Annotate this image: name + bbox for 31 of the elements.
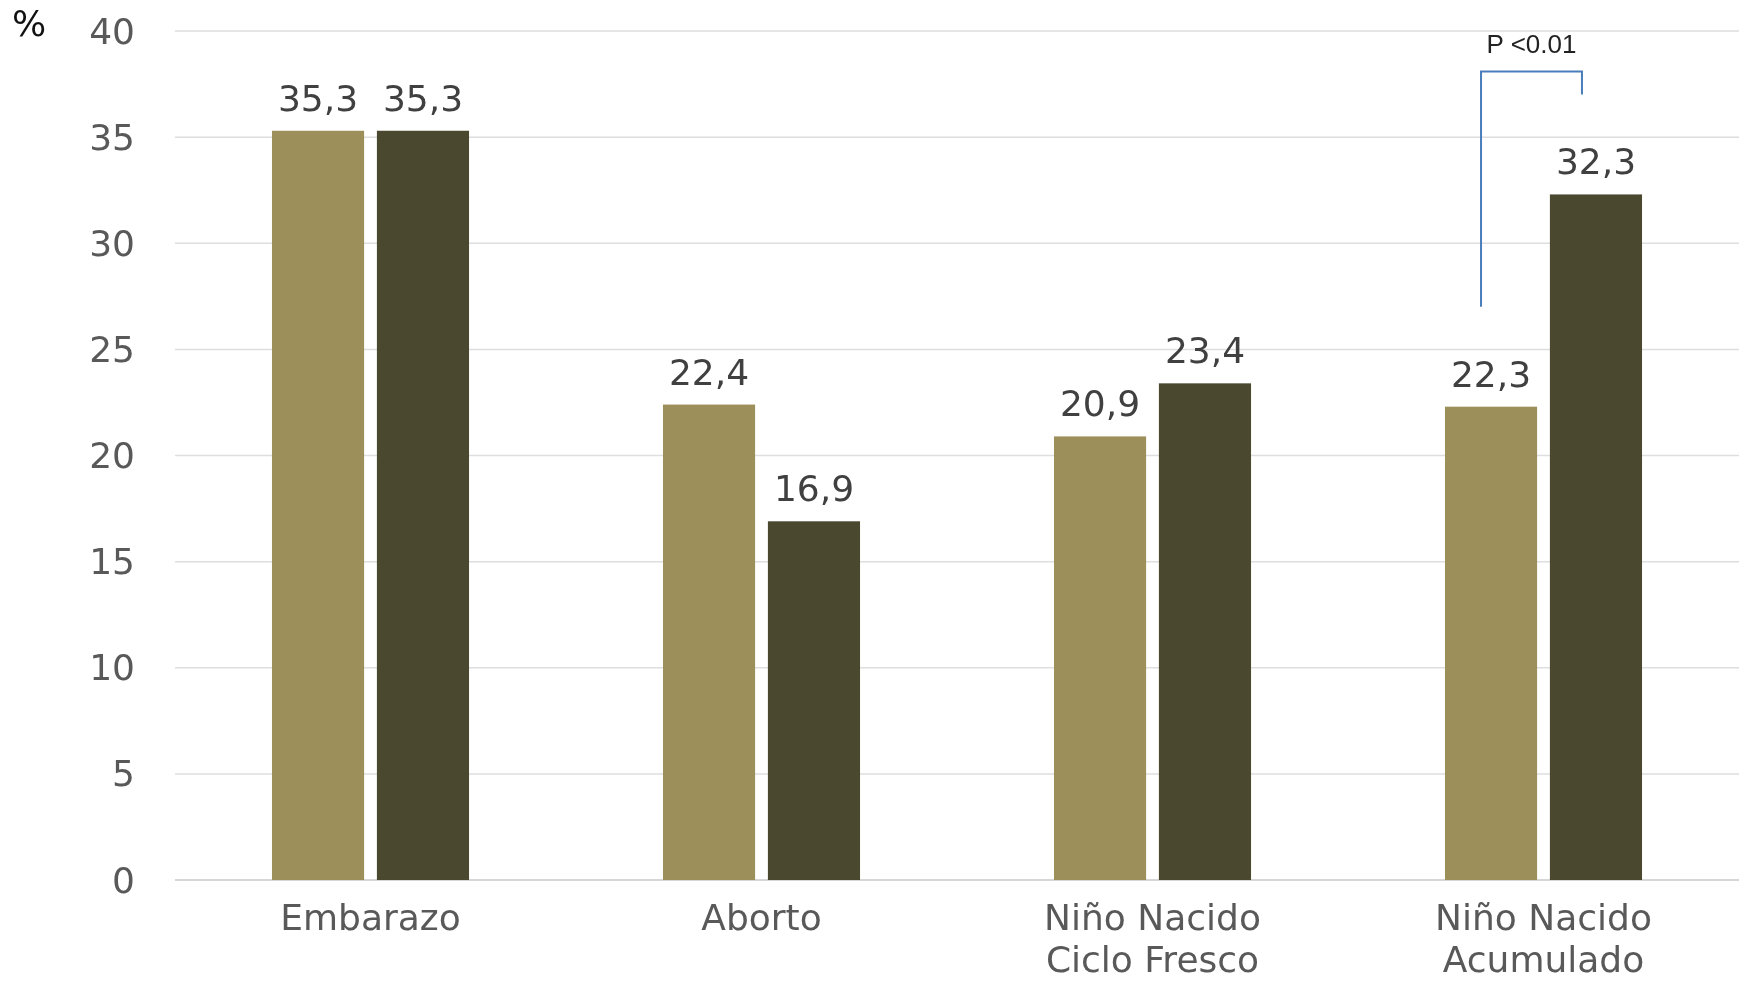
bar — [662, 404, 756, 880]
y-tick-label: 35 — [89, 116, 135, 158]
x-tick-label: Niño Nacido Acumulado — [1435, 897, 1652, 980]
y-tick-label: 15 — [89, 541, 135, 583]
data-label: 20,9 — [1059, 383, 1141, 425]
y-tick-label: 40 — [89, 10, 135, 52]
y-tick-label: 10 — [89, 647, 135, 689]
bar — [1444, 406, 1538, 880]
annotation: P <0.01 — [1486, 29, 1577, 60]
y-tick-label: 0 — [112, 859, 135, 901]
y-tick-label: 20 — [89, 435, 135, 476]
y-tick-label: 25 — [89, 328, 135, 370]
data-label: 23,4 — [1164, 330, 1246, 372]
bar — [1053, 436, 1147, 880]
data-label: 22,3 — [1450, 353, 1532, 395]
data-label: 35,3 — [382, 77, 464, 119]
x-tick-label: Niño Nacido Ciclo Fresco — [1044, 897, 1261, 980]
y-tick-label: 5 — [112, 753, 135, 795]
data-label: 22,4 — [668, 351, 750, 393]
bar — [271, 130, 365, 880]
bar — [1549, 194, 1643, 880]
x-tick-label: Aborto — [701, 897, 822, 938]
x-tick-label: Embarazo — [280, 897, 461, 938]
y-axis-title: % — [12, 3, 47, 44]
bar — [1158, 383, 1252, 880]
bar — [376, 130, 470, 880]
data-label: 16,9 — [773, 468, 855, 510]
data-label: 32,3 — [1555, 141, 1637, 183]
y-tick-label: 30 — [89, 222, 135, 264]
data-label: 35,3 — [277, 77, 359, 119]
bar — [767, 521, 861, 880]
